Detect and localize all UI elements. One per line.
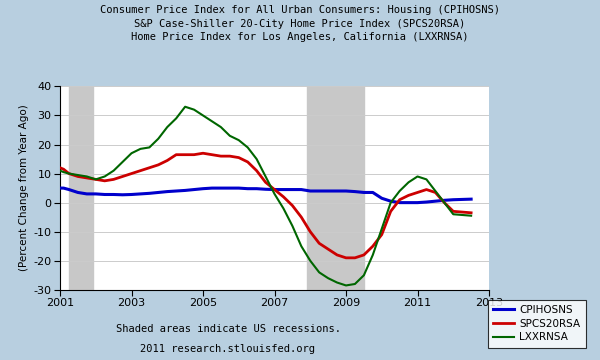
Text: 2011 research.stlouisfed.org: 2011 research.stlouisfed.org <box>140 344 316 354</box>
Bar <box>307 86 364 290</box>
Y-axis label: (Percent Change from Year Ago): (Percent Change from Year Ago) <box>19 105 29 271</box>
Legend: CPIHOSNS, SPCS20RSA, LXXRNSA: CPIHOSNS, SPCS20RSA, LXXRNSA <box>488 300 586 348</box>
Text: Consumer Price Index for All Urban Consumers: Housing (CPIHOSNS)
S&P Case-Shille: Consumer Price Index for All Urban Consu… <box>100 5 500 42</box>
Text: Shaded areas indicate US recessions.: Shaded areas indicate US recessions. <box>115 324 341 334</box>
Bar <box>69 86 93 290</box>
